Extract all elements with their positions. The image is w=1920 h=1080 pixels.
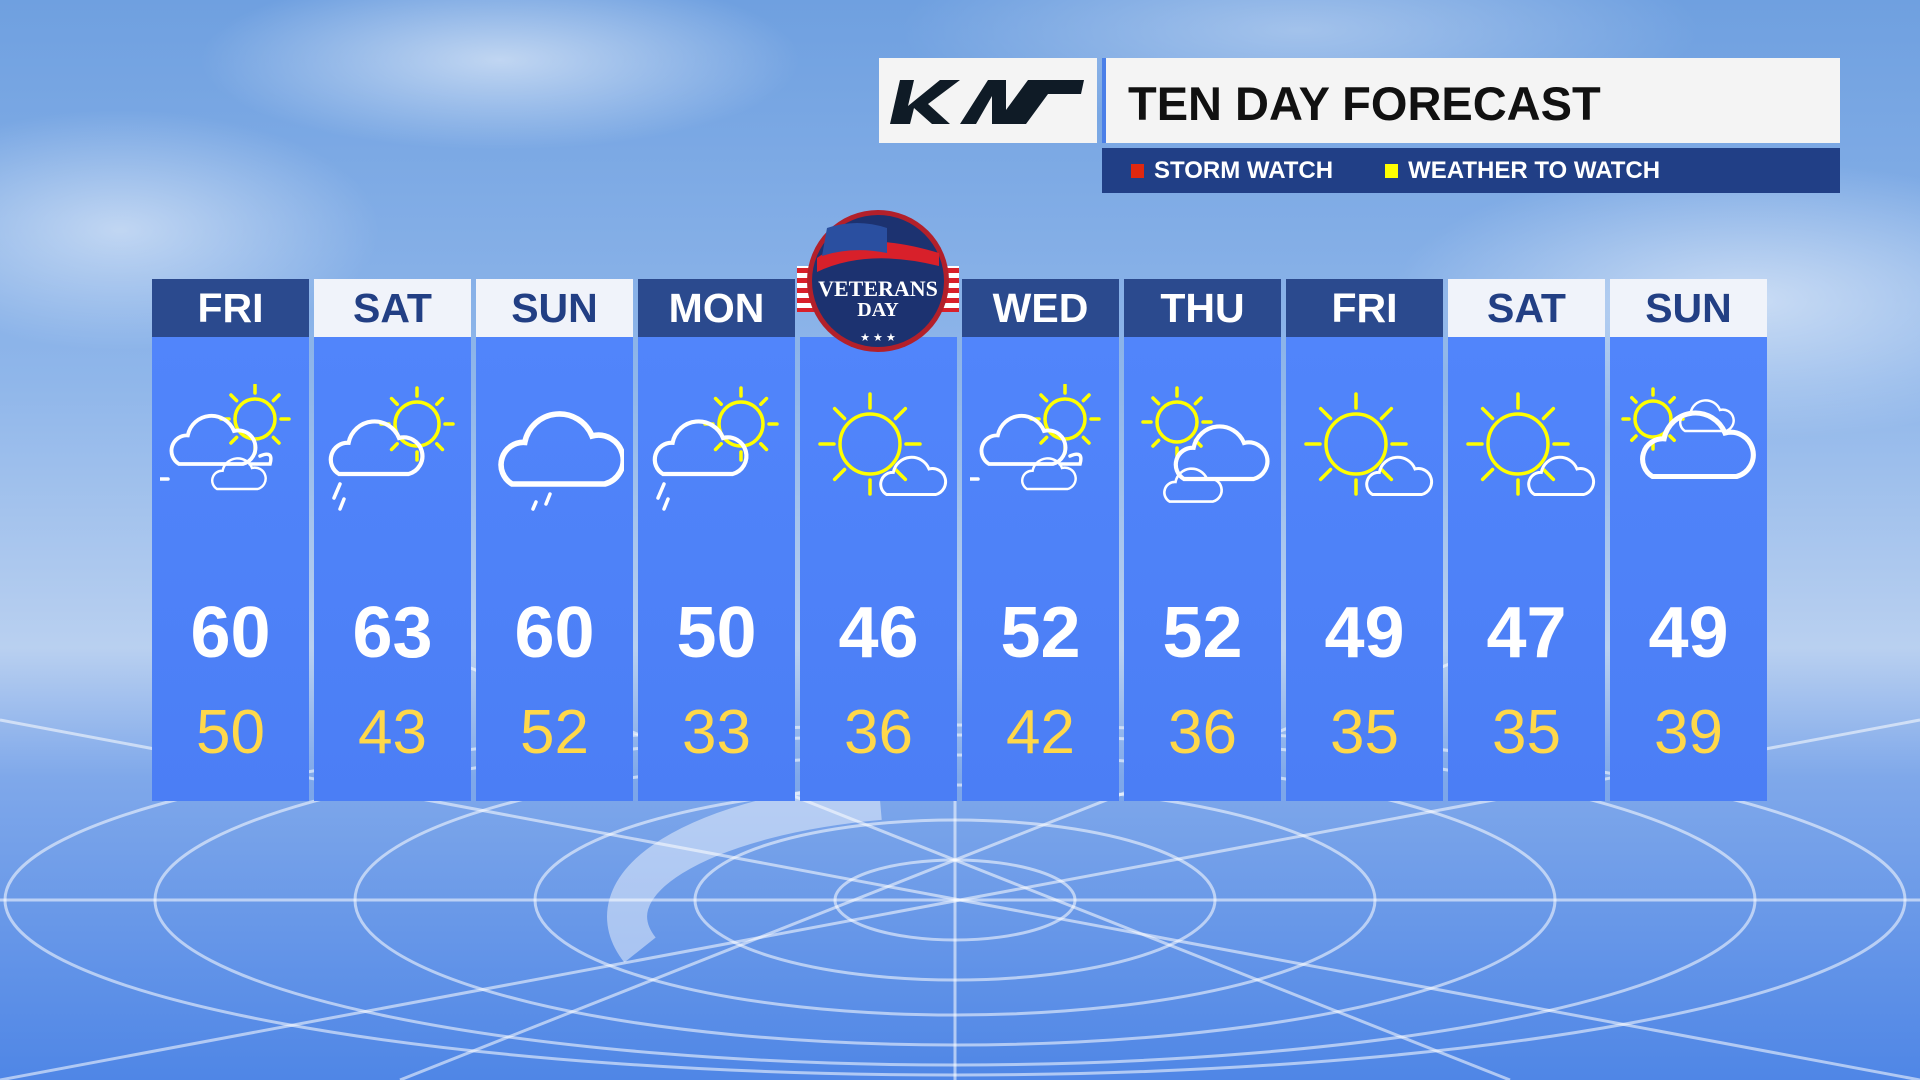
storm-watch-swatch — [1131, 163, 1144, 178]
day-column: MON 50 33 — [638, 279, 795, 801]
title-banner: TEN DAY FORECAST — [1102, 58, 1840, 143]
day-column: FRI 60 50 — [152, 279, 309, 801]
day-column: WED 52 42 — [962, 279, 1119, 801]
legend: STORM WATCH WEATHER TO WATCH — [1102, 148, 1840, 193]
day-header: FRI — [152, 279, 309, 337]
day-body — [152, 337, 309, 801]
high-temp: 49 — [1648, 593, 1729, 673]
low-temp: 39 — [1654, 698, 1723, 767]
day-column: SAT 47 35 — [1448, 279, 1605, 801]
high-temp: 50 — [676, 593, 757, 673]
low-temp: 35 — [1330, 698, 1399, 767]
legend-weather-to-watch: WEATHER TO WATCH — [1408, 156, 1661, 184]
day-header: SAT — [1448, 279, 1605, 337]
day-header: THU — [1124, 279, 1281, 337]
day-column: FRI 49 35 — [1286, 279, 1443, 801]
high-temp: 46 — [838, 593, 919, 673]
day-body — [962, 337, 1119, 801]
high-temp: 47 — [1486, 593, 1567, 673]
badge-line1: VETERANS — [818, 276, 938, 301]
mostly-sunny-icon — [818, 392, 948, 496]
low-temp: 36 — [1168, 698, 1237, 767]
low-temp: 36 — [844, 698, 913, 767]
high-temp: 63 — [352, 593, 433, 673]
day-column: THU 52 36 — [1124, 279, 1281, 801]
day-body — [314, 337, 471, 801]
badge-line2: DAY — [857, 299, 899, 321]
legend-storm-watch: STORM WATCH — [1154, 156, 1334, 184]
low-temp: 42 — [1006, 698, 1075, 767]
mostly-sunny-icon — [1304, 392, 1434, 496]
partly-cloudy-windy-icon — [970, 384, 1101, 491]
day-column: SUN 49 39 — [1610, 279, 1767, 801]
day-column: 46 36 — [800, 279, 957, 801]
low-temp: 52 — [520, 698, 589, 767]
day-column: SAT 63 43 — [314, 279, 471, 801]
low-temp: 35 — [1492, 698, 1561, 767]
partly-cloudy-showers-icon — [652, 386, 779, 511]
high-temp: 60 — [514, 593, 595, 673]
day-header: SUN — [1610, 279, 1767, 337]
day-header: MON — [638, 279, 795, 337]
day-column: SUN 60 52 — [476, 279, 633, 801]
day-body — [1124, 337, 1281, 801]
day-header: WED — [962, 279, 1119, 337]
low-temp: 50 — [196, 698, 265, 767]
day-header: SUN — [476, 279, 633, 337]
high-temp: 52 — [1000, 593, 1081, 673]
weather-to-watch-swatch — [1385, 163, 1399, 178]
sponsor-logo — [879, 58, 1097, 143]
day-body — [638, 337, 795, 801]
partly-cloudy-icon — [1141, 386, 1270, 503]
high-temp: 49 — [1324, 593, 1405, 673]
day-header: FRI — [1286, 279, 1443, 337]
low-temp: 33 — [682, 698, 751, 767]
high-temp: 60 — [190, 593, 271, 673]
page-title: TEN DAY FORECAST — [1128, 77, 1601, 130]
mostly-sunny-icon — [1466, 392, 1596, 496]
low-temp: 43 — [358, 698, 427, 767]
partly-cloudy-windy-icon — [160, 384, 291, 491]
cloudy-drizzle-icon — [498, 411, 624, 511]
partly-cloudy-showers-icon — [328, 386, 455, 511]
kia-logo — [890, 79, 1084, 124]
veterans-day-badge: VETERANS DAY ★ ★ ★ — [797, 210, 959, 352]
mostly-cloudy-icon — [1621, 387, 1756, 480]
day-header: SAT — [314, 279, 471, 337]
badge-stars: ★ ★ ★ — [860, 332, 896, 344]
high-temp: 52 — [1162, 593, 1243, 673]
